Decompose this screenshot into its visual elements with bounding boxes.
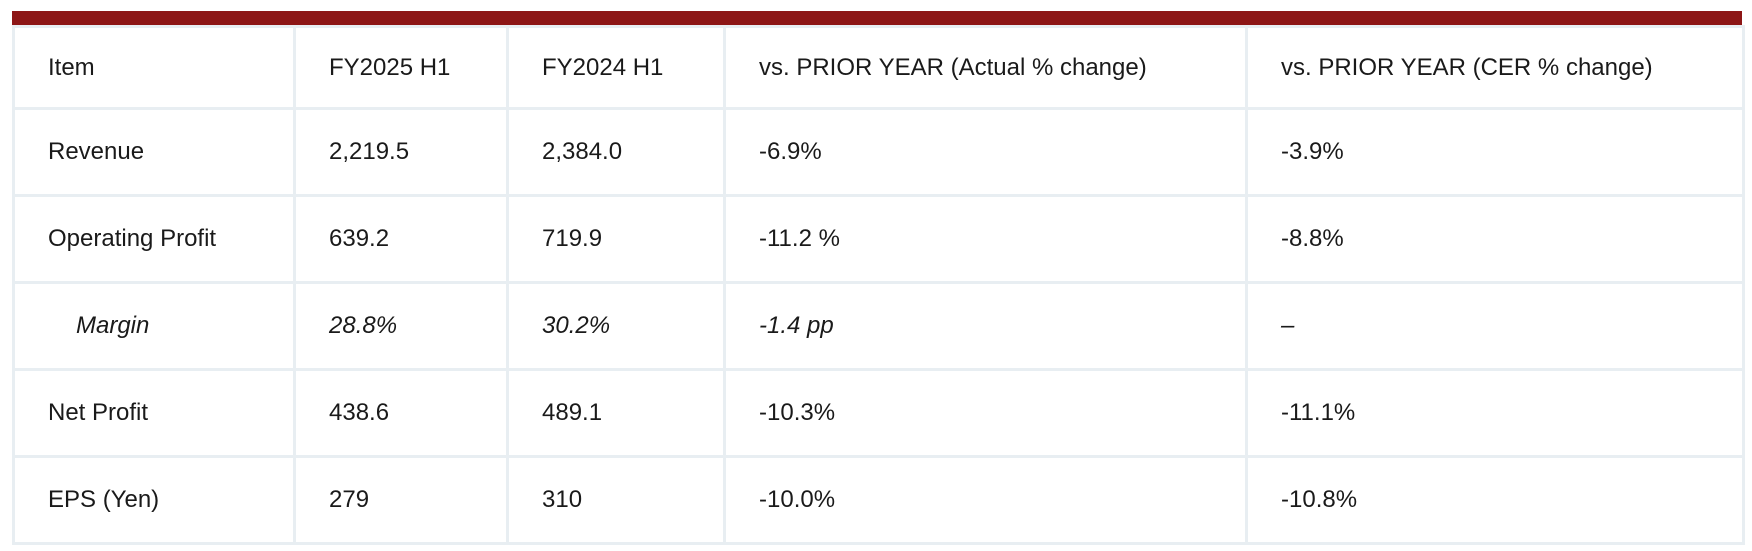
- row-label-eps: EPS (Yen): [12, 455, 296, 545]
- cell-net-profit-cer-change: -11.1%: [1245, 368, 1745, 458]
- table-row-margin: Margin 28.8% 30.2% -1.4 pp –: [12, 281, 1745, 371]
- column-header-fy2024-h1: FY2024 H1: [506, 25, 726, 110]
- cell-revenue-actual-change: -6.9%: [723, 107, 1248, 197]
- cell-revenue-cer-change: -3.9%: [1245, 107, 1745, 197]
- cell-net-profit-fy2024: 489.1: [506, 368, 726, 458]
- cell-eps-fy2024: 310: [506, 455, 726, 545]
- cell-margin-fy2025: 28.8%: [293, 281, 509, 371]
- cell-eps-actual-change: -10.0%: [723, 455, 1248, 545]
- cell-margin-fy2024: 30.2%: [506, 281, 726, 371]
- financial-results-table: Item FY2025 H1 FY2024 H1 vs. PRIOR YEAR …: [12, 25, 1745, 545]
- column-header-vs-prior-year-cer: vs. PRIOR YEAR (CER % change): [1245, 25, 1745, 110]
- cell-operating-profit-fy2025: 639.2: [293, 194, 509, 284]
- cell-operating-profit-fy2024: 719.9: [506, 194, 726, 284]
- cell-margin-cer-change: –: [1245, 281, 1745, 371]
- cell-eps-cer-change: -10.8%: [1245, 455, 1745, 545]
- cell-net-profit-actual-change: -10.3%: [723, 368, 1248, 458]
- financial-results-panel: Item FY2025 H1 FY2024 H1 vs. PRIOR YEAR …: [12, 11, 1745, 545]
- column-header-vs-prior-year-actual: vs. PRIOR YEAR (Actual % change): [723, 25, 1248, 110]
- cell-revenue-fy2025: 2,219.5: [293, 107, 509, 197]
- accent-bar: [12, 11, 1742, 25]
- row-label-net-profit: Net Profit: [12, 368, 296, 458]
- column-header-fy2025-h1: FY2025 H1: [293, 25, 509, 110]
- row-label-operating-profit: Operating Profit: [12, 194, 296, 284]
- table-row-operating-profit: Operating Profit 639.2 719.9 -11.2 % -8.…: [12, 194, 1745, 284]
- column-header-item: Item: [12, 25, 296, 110]
- cell-operating-profit-cer-change: -8.8%: [1245, 194, 1745, 284]
- cell-net-profit-fy2025: 438.6: [293, 368, 509, 458]
- row-label-margin: Margin: [12, 281, 296, 371]
- table-row-net-profit: Net Profit 438.6 489.1 -10.3% -11.1%: [12, 368, 1745, 458]
- header-row: Item FY2025 H1 FY2024 H1 vs. PRIOR YEAR …: [12, 25, 1745, 110]
- row-label-revenue: Revenue: [12, 107, 296, 197]
- cell-revenue-fy2024: 2,384.0: [506, 107, 726, 197]
- cell-operating-profit-actual-change: -11.2 %: [723, 194, 1248, 284]
- cell-margin-actual-change: -1.4 pp: [723, 281, 1248, 371]
- table-row-eps: EPS (Yen) 279 310 -10.0% -10.8%: [12, 455, 1745, 545]
- cell-eps-fy2025: 279: [293, 455, 509, 545]
- table-row-revenue: Revenue 2,219.5 2,384.0 -6.9% -3.9%: [12, 107, 1745, 197]
